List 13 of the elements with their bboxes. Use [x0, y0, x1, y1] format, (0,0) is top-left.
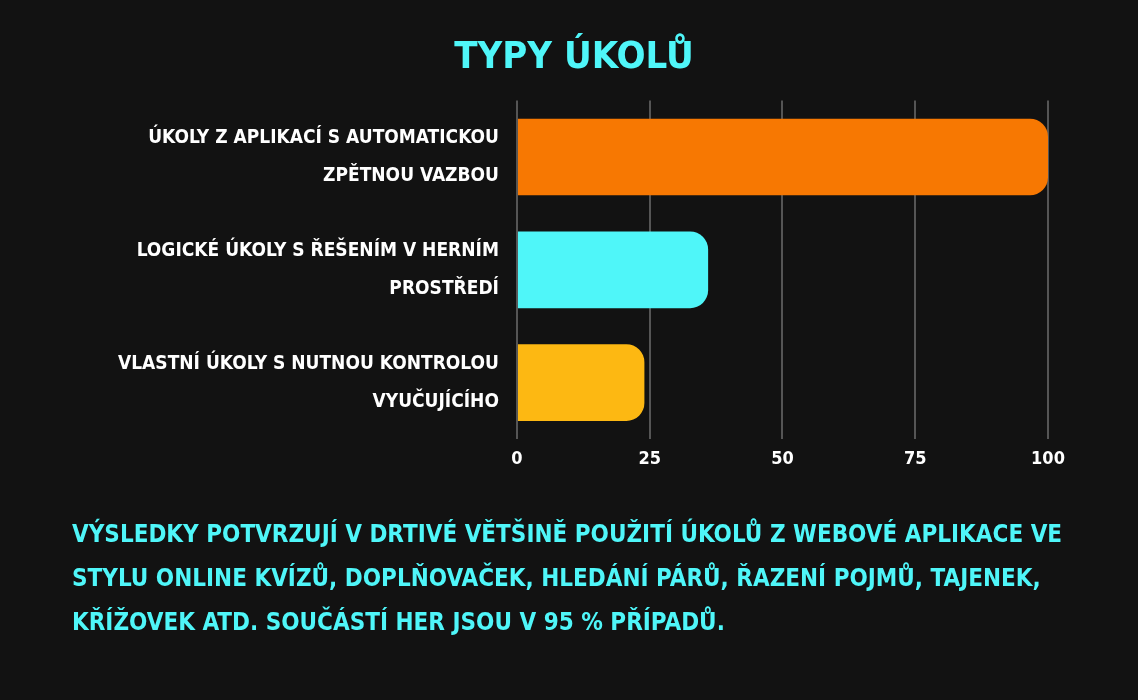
y-tick-label: LOGICKÉ ÚKOLY S ŘEŠENÍM V HERNÍM PROSTŘEDÍ — [136, 236, 499, 298]
y-tick-label: ÚKOLY Z APLIKACÍ S AUTOMATICKOU ZPĚTNOU VAZBOU — [148, 123, 499, 185]
chart-title: TYPY ÚKOLŮ — [454, 32, 694, 77]
y-tick-label: VLASTNÍ ÚKOLY S NUTNOU KONTROLOU VYUČUJÍCÍHO — [117, 349, 499, 411]
x-tick-label: 25 — [638, 447, 661, 469]
x-tick-label: 0 — [511, 447, 523, 469]
x-tick-label: 50 — [771, 447, 794, 469]
bar — [517, 231, 709, 309]
x-tick-label: 100 — [1031, 447, 1065, 469]
bar — [517, 344, 645, 421]
bar — [517, 118, 1048, 196]
x-tick-label: 75 — [903, 447, 927, 469]
text: VÝSLEDKY POTVRZUJÍ V DRTIVÉ VĚTŠINĚ POUŽITÍ ÚKOLŮ Z WEBOVÉ APLIKACE VE STYLU ONLINE KVÍZŮ, DOPLŇOVAČEK, HLEDÁNÍ PÁRŮ, ŘAZENÍ POJMŮ, TAJENEK, KŘÍŽOVEK ATD. SOUČÁSTÍ HER JSOU V 95 % PŘÍPADŮ. — [72, 517, 1064, 638]
